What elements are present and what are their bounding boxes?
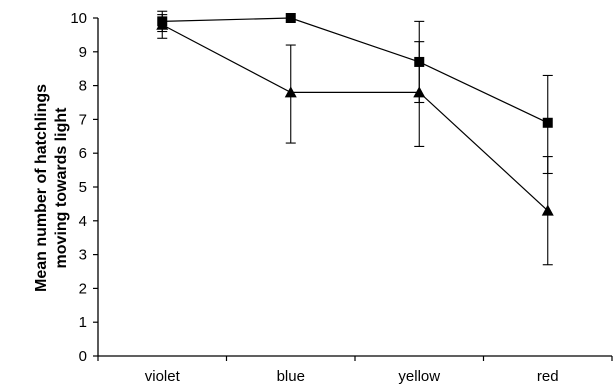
y-tick-label-1: 1 xyxy=(79,314,87,331)
y-tick-label-5: 5 xyxy=(79,179,87,196)
y-tick-label-0: 0 xyxy=(79,348,87,365)
y-tick-label-4: 4 xyxy=(79,213,87,230)
y-tick-label-7: 7 xyxy=(79,111,87,128)
x-tick-label-violet: violet xyxy=(145,368,181,385)
x-tick-label-blue: blue xyxy=(277,368,305,385)
y-ticks: 0 1 2 3 4 5 6 7 8 9 10 xyxy=(70,10,98,365)
y-tick-label-3: 3 xyxy=(79,247,87,264)
marker-square-yellow xyxy=(414,56,425,67)
y-tick-label-6: 6 xyxy=(79,145,87,162)
x-tick-label-red: red xyxy=(537,368,559,385)
series-line-triangle xyxy=(161,24,549,212)
series-line-square xyxy=(162,17,549,124)
y-axis-title: Mean number of hatchlings moving towards… xyxy=(33,84,70,292)
axes xyxy=(97,18,612,357)
series-markers xyxy=(156,13,554,216)
y-axis-title-line-2: moving towards light xyxy=(53,107,70,269)
marker-square-blue xyxy=(285,13,296,23)
y-tick-label-8: 8 xyxy=(79,78,87,95)
series-lines xyxy=(161,17,549,212)
x-ticks: violet blue yellow red xyxy=(97,356,613,385)
error-bars xyxy=(157,10,553,266)
y-tick-label-10: 10 xyxy=(70,10,87,27)
x-tick-label-yellow: yellow xyxy=(398,368,440,385)
y-tick-label-9: 9 xyxy=(79,44,87,61)
marker-triangle-yellow xyxy=(413,86,426,98)
y-tick-label-2: 2 xyxy=(79,280,87,297)
marker-triangle-red xyxy=(541,204,554,216)
y-axis-title-line-1: Mean number of hatchlings xyxy=(33,84,50,292)
marker-triangle-violet xyxy=(156,18,169,30)
marker-triangle-blue xyxy=(284,86,297,98)
marker-square-red xyxy=(542,117,553,128)
